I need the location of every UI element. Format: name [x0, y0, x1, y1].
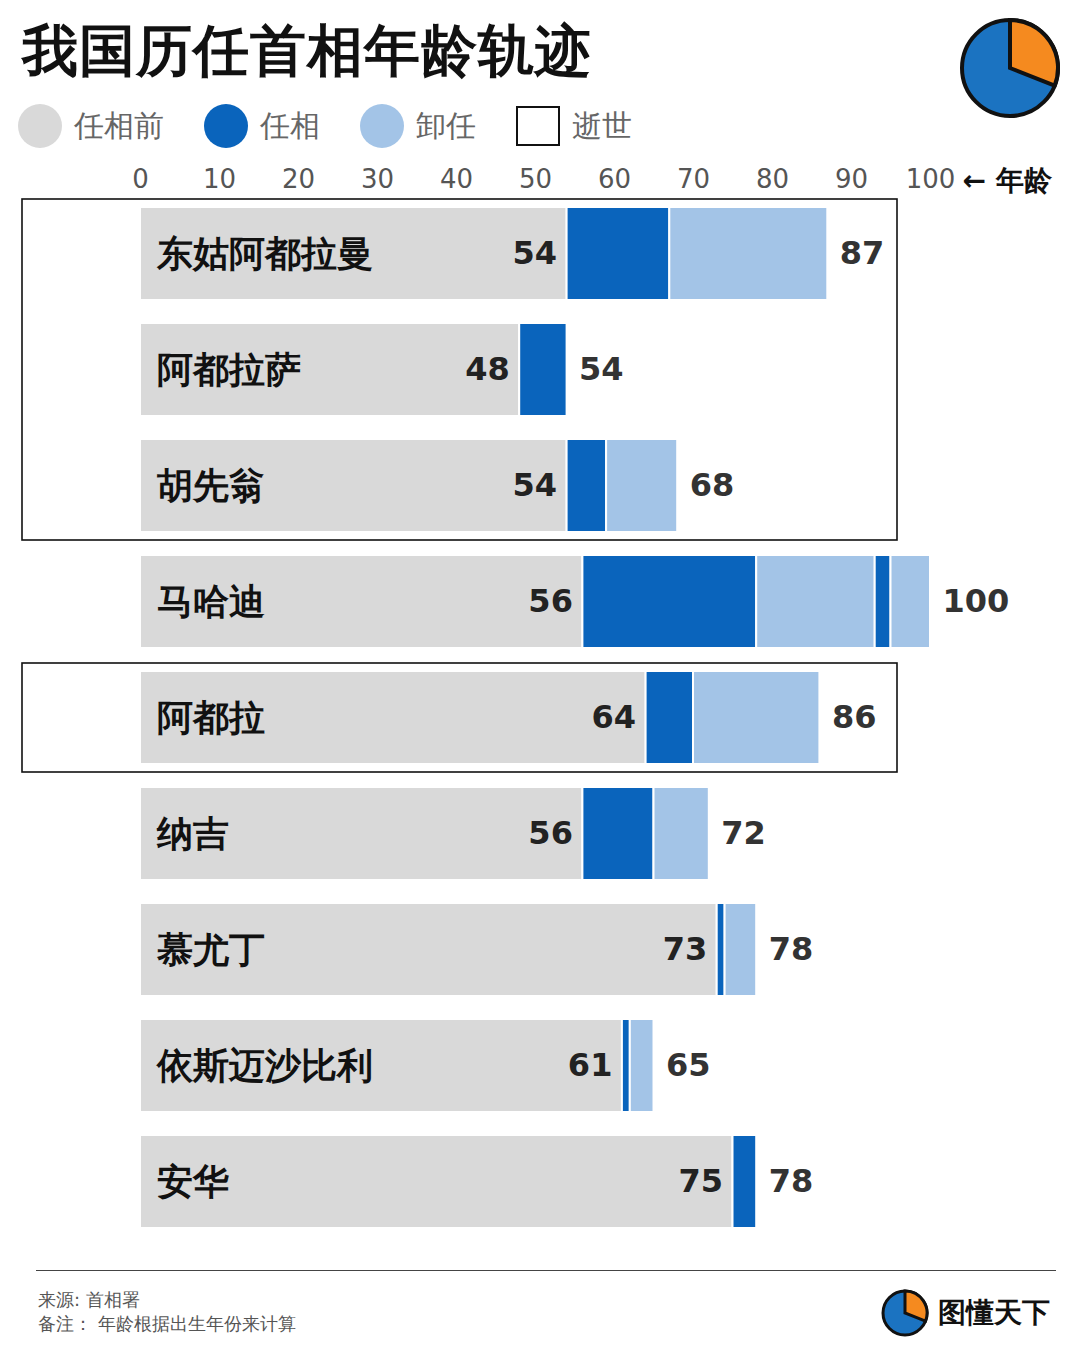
svg-text:78: 78: [769, 1162, 814, 1200]
svg-text:50: 50: [519, 164, 552, 194]
svg-text:东姑阿都拉曼: 东姑阿都拉曼: [156, 233, 373, 274]
svg-text:20: 20: [282, 164, 315, 194]
svg-text:64: 64: [592, 698, 637, 736]
html-text:我国历任首相年龄轨迹: 我国历任首相年龄轨迹: [22, 18, 592, 83]
svg-text:慕尤丁: 慕尤丁: [156, 929, 265, 970]
html-text:任相: 任相: [260, 107, 320, 143]
svg-text:依斯迈沙比利: 依斯迈沙比利: [156, 1045, 373, 1086]
svg-text:← 年龄: ← 年龄: [963, 164, 1053, 197]
html-text:卸任: 卸任: [416, 107, 476, 143]
svg-text:87: 87: [840, 234, 885, 272]
svg-text:安华: 安华: [157, 1161, 229, 1202]
svg-text:75: 75: [678, 1162, 723, 1200]
html-text:来源: 首相署: 来源: 首相署: [38, 1289, 140, 1310]
svg-text:65: 65: [666, 1046, 711, 1084]
svg-text:胡先翁: 胡先翁: [156, 465, 265, 506]
svg-text:纳吉: 纳吉: [156, 813, 229, 854]
svg-text:68: 68: [690, 466, 735, 504]
svg-text:马哈迪: 马哈迪: [157, 581, 265, 622]
svg-text:54: 54: [513, 466, 558, 504]
svg-text:86: 86: [832, 698, 877, 736]
svg-text:90: 90: [835, 164, 868, 194]
svg-text:56: 56: [528, 582, 573, 620]
svg-text:10: 10: [203, 164, 236, 194]
svg-text:56: 56: [528, 814, 573, 852]
svg-text:70: 70: [677, 164, 710, 194]
svg-text:73: 73: [663, 930, 708, 968]
svg-text:54: 54: [579, 350, 624, 388]
svg-text:60: 60: [598, 164, 631, 194]
svg-text:阿都拉: 阿都拉: [157, 697, 265, 738]
html-text:任相前: 任相前: [74, 107, 164, 143]
svg-text:80: 80: [756, 164, 789, 194]
svg-text:30: 30: [361, 164, 394, 194]
svg-text:48: 48: [465, 350, 510, 388]
html-text:图懂天下: 图懂天下: [938, 1296, 1050, 1329]
svg-text:0: 0: [132, 164, 149, 194]
svg-text:54: 54: [513, 234, 558, 272]
svg-text:61: 61: [568, 1046, 613, 1084]
svg-text:100: 100: [906, 164, 956, 194]
svg-text:100: 100: [943, 582, 1010, 620]
html-text:逝世: 逝世: [572, 107, 632, 143]
svg-text:78: 78: [769, 930, 814, 968]
svg-text:72: 72: [721, 814, 766, 852]
svg-text:40: 40: [440, 164, 473, 194]
svg-text:阿都拉萨: 阿都拉萨: [157, 349, 301, 390]
html-text:备注： 年龄根据出生年份来计算: 备注： 年龄根据出生年份来计算: [38, 1313, 296, 1334]
